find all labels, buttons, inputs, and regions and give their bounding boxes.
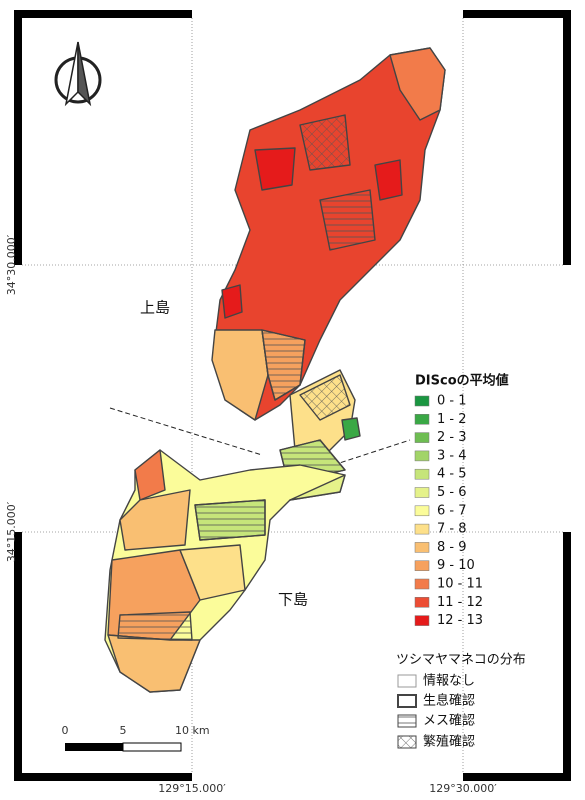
grid-label: 129°30.000′	[429, 782, 497, 795]
grid-label: 34°30.000′	[5, 234, 18, 295]
legend-label: 繁殖確認	[423, 734, 475, 750]
legend-swatch	[414, 468, 430, 480]
legend-label: 10 - 11	[437, 577, 483, 592]
scale-label: 5	[120, 724, 127, 737]
legend-swatch	[414, 542, 430, 553]
legend-title: DIScoの平均値	[415, 373, 509, 389]
legend-label: 1 - 2	[437, 412, 467, 427]
scale-bar	[122, 742, 182, 752]
scale-bar	[65, 743, 123, 751]
frame-segment	[192, 10, 463, 18]
scale-label: 10 km	[175, 724, 210, 737]
legend-swatch	[414, 487, 430, 498]
legend-label: 3 - 4	[437, 448, 467, 463]
frame-segment	[563, 265, 571, 532]
legend-swatch	[414, 432, 430, 443]
legend-label: 4 - 5	[437, 467, 467, 482]
lower-island	[104, 449, 346, 693]
legend-swatch	[397, 735, 417, 749]
legend-label: 11 - 12	[437, 595, 483, 610]
legend-swatch	[397, 694, 417, 708]
upper-island	[211, 47, 446, 479]
legend-label: 12 - 13	[437, 613, 483, 628]
legend-swatch	[414, 615, 430, 626]
scale-label: 0	[62, 724, 69, 737]
legend-swatch	[414, 578, 430, 590]
legend-title: ツシマヤマネコの分布	[396, 653, 526, 668]
region-label: 上島	[140, 299, 170, 317]
legend-label: 5 - 6	[437, 485, 467, 500]
legend-swatch	[414, 523, 430, 535]
legend-label: 6 - 7	[437, 503, 467, 518]
legend-label: メス確認	[423, 713, 475, 729]
legend-swatch	[397, 714, 417, 728]
frame-segment	[192, 773, 463, 781]
grid-label: 129°15.000′	[158, 782, 226, 795]
legend-swatch	[414, 414, 430, 425]
legend-swatch	[414, 505, 430, 517]
legend-swatch	[414, 395, 430, 407]
legend-swatch	[414, 450, 430, 462]
legend-label: 7 - 8	[437, 522, 467, 537]
grid-label: 34°15.000′	[5, 501, 18, 562]
legend-label: 0 - 1	[437, 394, 467, 409]
legend-label: 2 - 3	[437, 430, 467, 445]
legend-label: 情報なし	[423, 674, 475, 689]
north-arrow	[54, 41, 102, 107]
legend-label: 8 - 9	[437, 540, 467, 555]
legend-swatch	[397, 674, 417, 688]
frame-segment	[14, 265, 22, 532]
legend-swatch	[414, 597, 430, 608]
legend: 0 - 1 1 - 2 2 - 3 3 - 4 4 - 5 5 - 6 6 - 7 7 - 8…	[414, 394, 483, 628]
legend-label: 9 - 10	[437, 558, 475, 573]
legend-swatch	[414, 560, 430, 571]
region-label: 下島	[278, 591, 308, 609]
legend-label: 生息確認	[423, 693, 475, 709]
